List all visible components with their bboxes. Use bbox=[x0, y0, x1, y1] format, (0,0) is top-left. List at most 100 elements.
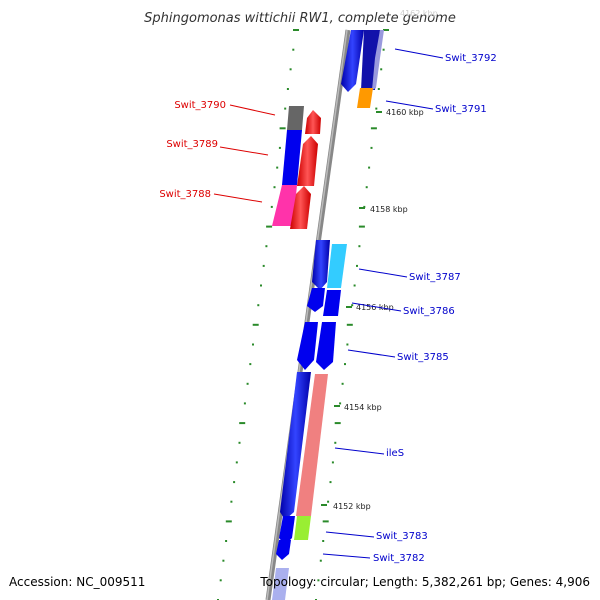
scale-dot bbox=[239, 422, 246, 425]
scale-dot bbox=[286, 88, 289, 90]
topology-text: Topology: circular; Length: 5,382,261 bp… bbox=[259, 575, 590, 589]
gene-iles[interactable] bbox=[296, 374, 328, 516]
leader-line bbox=[322, 553, 371, 559]
gene-swit-3786-fwd[interactable] bbox=[323, 290, 341, 316]
scale-dot bbox=[356, 264, 358, 267]
scale-dot bbox=[292, 48, 295, 51]
leader-line bbox=[394, 48, 444, 59]
map-title: Sphingomonas wittichii RW1, complete gen… bbox=[144, 11, 456, 26]
gene-label-swit-3783[interactable]: Swit_3783 bbox=[376, 531, 428, 542]
gene-labels: Swit_3792 Swit_3791 Swit_3790 Swit_3789 … bbox=[159, 53, 496, 564]
scale-dot bbox=[322, 520, 329, 523]
genome-backbone-highlight bbox=[266, 29, 348, 600]
scale-dot bbox=[377, 88, 380, 90]
scale-dot bbox=[230, 500, 233, 503]
gene-label-swit-3787[interactable]: Swit_3787 bbox=[409, 272, 461, 283]
gene-swit-3791[interactable] bbox=[357, 88, 373, 108]
gene-swit-3792-a[interactable] bbox=[341, 30, 364, 92]
scale-dot bbox=[289, 68, 292, 71]
scale-dot bbox=[383, 29, 389, 31]
gene-label-swit-3792[interactable]: Swit_3792 bbox=[445, 53, 497, 64]
reverse-strand-genes bbox=[272, 106, 330, 600]
gene-swit-3788[interactable] bbox=[272, 185, 297, 226]
scale-label: 4156 kbp bbox=[356, 303, 394, 312]
scale-dot bbox=[225, 520, 232, 523]
scale-dot bbox=[370, 146, 373, 149]
scale-label: 4158 kbp bbox=[370, 205, 408, 214]
scale-dot bbox=[273, 186, 276, 189]
scale-dot bbox=[375, 107, 378, 110]
scale-label: 4160 kbp bbox=[386, 108, 424, 117]
gene-swit-3783-rev[interactable] bbox=[279, 516, 295, 545]
leader-line bbox=[229, 104, 276, 116]
leader-line bbox=[213, 193, 263, 203]
scale-dot bbox=[329, 481, 332, 484]
scale-dot bbox=[284, 107, 287, 110]
leader-line bbox=[358, 268, 408, 278]
gene-iles-rev[interactable] bbox=[280, 372, 311, 520]
leader-line bbox=[325, 531, 375, 538]
gene-label-swit-3788[interactable]: Swit_3788 bbox=[159, 189, 211, 200]
gene-swit-3782-rev[interactable] bbox=[276, 540, 291, 560]
scale-dot bbox=[317, 579, 320, 582]
scale-dot bbox=[334, 422, 341, 425]
scale-dot bbox=[365, 186, 368, 189]
gene-swit-3790-fwd[interactable] bbox=[305, 110, 321, 134]
gene-swit-3792-c[interactable] bbox=[372, 30, 384, 90]
gene-swit-3789[interactable] bbox=[282, 130, 302, 185]
scale-dot bbox=[353, 284, 356, 287]
scale-dot bbox=[270, 205, 273, 208]
label-leaders bbox=[213, 48, 444, 559]
leader-line bbox=[219, 146, 269, 156]
scale-dot bbox=[339, 402, 342, 405]
gene-swit-3785-rev[interactable] bbox=[297, 322, 318, 370]
scale-dot bbox=[252, 323, 259, 326]
scale-dot bbox=[246, 382, 249, 385]
scale-dot bbox=[278, 146, 281, 149]
scale-dot bbox=[322, 540, 325, 542]
gene-swit-3787-fwd[interactable] bbox=[327, 244, 347, 288]
outer-dotted-ring bbox=[217, 29, 299, 600]
accession-text: Accession: NC_009511 bbox=[9, 575, 145, 589]
forward-strand-genes bbox=[290, 30, 384, 540]
gene-label-swit-3789[interactable]: Swit_3789 bbox=[166, 139, 218, 150]
gene-label-swit-3791[interactable]: Swit_3791 bbox=[435, 104, 487, 115]
leader-line bbox=[385, 100, 434, 110]
scale-dot bbox=[252, 343, 254, 346]
scale-dot bbox=[222, 559, 225, 562]
inner-dotted-ring bbox=[315, 29, 389, 600]
scale-dot bbox=[358, 245, 361, 248]
gene-swit-3789-fwd[interactable] bbox=[297, 136, 318, 186]
scale-label: 4154 kbp bbox=[344, 403, 382, 412]
scale-dot bbox=[276, 166, 279, 169]
scale-dot bbox=[334, 441, 337, 444]
scale-dot bbox=[257, 304, 260, 307]
scale-dot bbox=[346, 343, 349, 346]
gene-swit-3788-fwd[interactable] bbox=[290, 186, 311, 229]
scale-dot bbox=[235, 461, 238, 464]
scale-labels: 4162 kbp 4160 kbp 4158 kbp 4156 kbp 4154… bbox=[321, 9, 438, 511]
scale-dot bbox=[344, 363, 346, 366]
scale-dot bbox=[249, 363, 252, 366]
gene-swit-3790[interactable] bbox=[287, 106, 304, 130]
scale-dot bbox=[382, 48, 385, 51]
gene-swit-3787[interactable] bbox=[312, 240, 330, 290]
gene-label-swit-3786[interactable]: Swit_3786 bbox=[403, 306, 455, 317]
gene-bottom-rev[interactable] bbox=[272, 568, 289, 600]
gene-label-iles[interactable]: ileS bbox=[386, 448, 404, 459]
scale-dot bbox=[238, 441, 241, 444]
scale-dot bbox=[363, 205, 366, 208]
scale-dot bbox=[368, 166, 371, 169]
scale-dot bbox=[262, 264, 265, 267]
gene-swit-3785-fwd[interactable] bbox=[316, 322, 336, 370]
scale-dot bbox=[341, 382, 344, 385]
gene-swit-3783[interactable] bbox=[294, 516, 311, 540]
gene-label-swit-3790[interactable]: Swit_3790 bbox=[174, 100, 226, 111]
gene-label-swit-3782[interactable]: Swit_3782 bbox=[373, 553, 425, 564]
scale-dot bbox=[225, 540, 228, 542]
gene-label-swit-3785[interactable]: Swit_3785 bbox=[397, 352, 449, 363]
gene-swit-3786[interactable] bbox=[307, 288, 325, 312]
scale-label-faded: 4162 kbp bbox=[400, 9, 438, 18]
scale-dot bbox=[346, 323, 353, 326]
